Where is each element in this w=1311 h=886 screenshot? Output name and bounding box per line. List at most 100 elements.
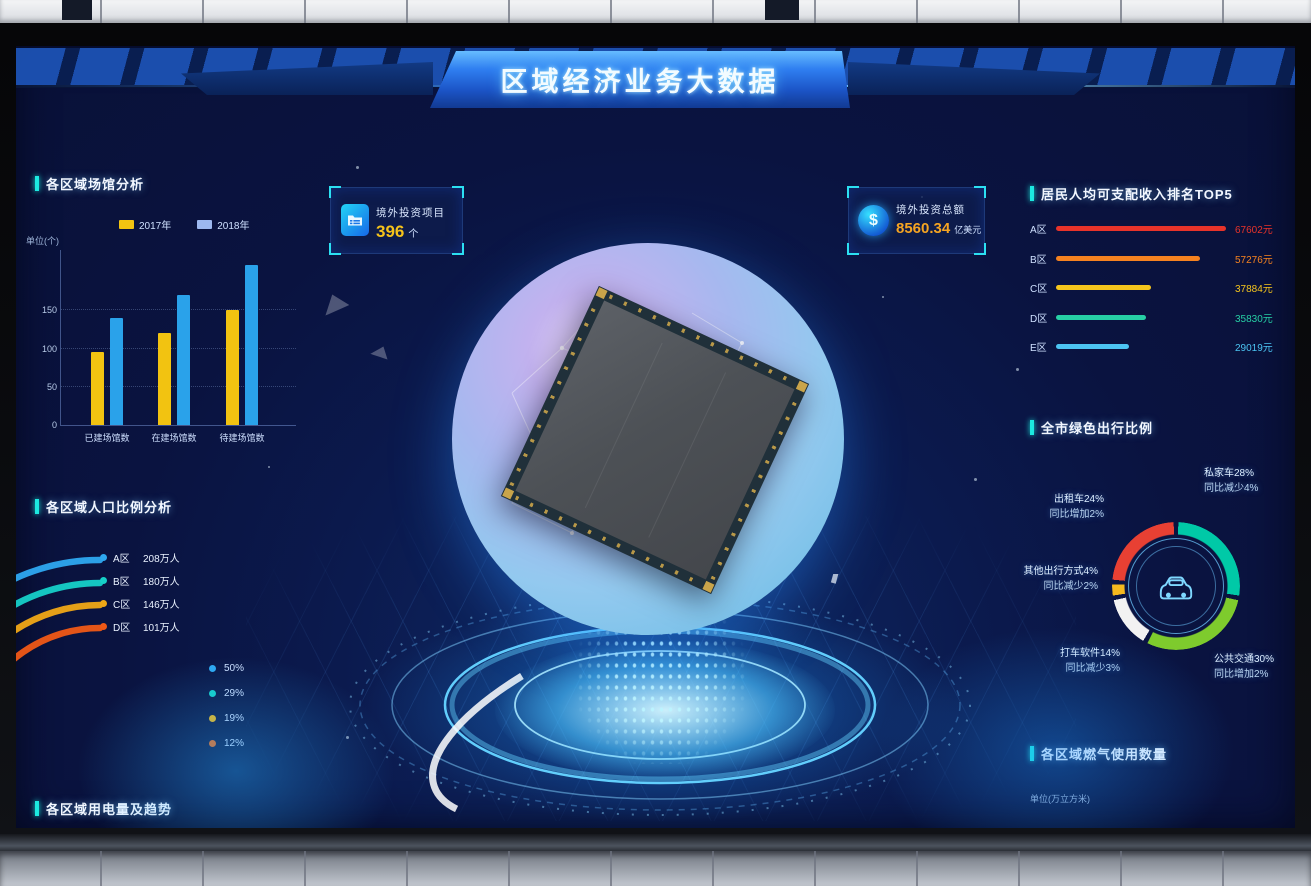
section-marker — [1030, 746, 1034, 761]
bar-2017年 — [158, 333, 171, 425]
section-income-header: 居民人均可支配收入排名TOP5 — [1030, 184, 1233, 203]
segment-yoy: 同比减少3% — [1024, 661, 1120, 676]
income-row: E区 29019元 — [1030, 332, 1292, 362]
green-travel-donut — [1112, 522, 1240, 650]
section-title: 全市绿色出行比例 — [1041, 421, 1154, 436]
bar-track — [1056, 285, 1228, 291]
color-dot — [100, 553, 107, 561]
card-value-number: 8560.34 — [896, 220, 951, 237]
population-row: D区 101万人 — [100, 619, 180, 634]
bracket-corner — [974, 243, 986, 255]
section-title: 各区域场馆分析 — [46, 177, 145, 192]
dashboard-screen: 区域经济业务大数据 各区域场馆分析 2017年 2018年 单位(个) 0 50 1… — [16, 46, 1295, 828]
wall-fixture-left — [62, 0, 92, 20]
segment-label: 出租车24% — [1053, 494, 1104, 505]
section-title: 各区域人口比例分析 — [46, 500, 173, 515]
y-axis-tick: 50 — [46, 381, 57, 392]
page-title: 区域经济业务大数据 — [500, 67, 780, 97]
income-value: 37884元 — [1235, 284, 1273, 296]
card-label: 境外投资项目 — [376, 207, 445, 219]
donut-label-public-transit: 公共交通30% 同比增加2% — [1214, 652, 1295, 682]
venues-unit-label: 单位(个) — [26, 236, 59, 246]
section-marker — [35, 801, 39, 816]
bg-dot — [882, 296, 884, 298]
population-rows: A区 208万人 B区 180万人 C区 146万人 D区 101万人 — [100, 550, 180, 642]
population-value: 101万人 — [143, 622, 180, 634]
card-label: 境外投资总额 — [896, 204, 965, 216]
donut-label-taxi: 出租车24% 同比增加2% — [1016, 492, 1104, 522]
legend-item-2018: 2018年 — [197, 217, 250, 232]
bar-group — [226, 265, 258, 425]
population-legend: 50% 29% 19% 12% — [209, 662, 244, 762]
income-value: 67602元 — [1235, 225, 1273, 237]
bracket-corner — [974, 186, 986, 198]
legend-label: 19% — [224, 713, 244, 724]
donut-label-other: 其他出行方式4% 同比减少2% — [978, 564, 1098, 594]
bg-dot — [356, 166, 359, 169]
income-bar — [1056, 314, 1146, 320]
bracket-corner — [847, 186, 859, 198]
x-axis-label: 在建场馆数 — [151, 433, 197, 443]
y-axis-tick: 100 — [41, 343, 57, 354]
legend-item: 19% — [209, 712, 244, 724]
bar-2017年 — [91, 352, 104, 425]
income-row: A区 67602元 — [1030, 214, 1292, 244]
section-title: 居民人均可支配收入排名TOP5 — [1041, 187, 1233, 202]
bar-2017年 — [226, 310, 239, 425]
banner: 区域经济业务大数据 — [430, 51, 850, 108]
donut-label-private-car: 私家车28% 同比减少4% — [1204, 466, 1295, 496]
chip-seam — [584, 342, 663, 509]
legend-label: 50% — [224, 663, 244, 674]
card-overseas-investment: $ 境外投资总额 8560.34 亿美元 — [847, 186, 986, 255]
glow-bottom-left — [76, 656, 396, 828]
bracket-corner — [452, 243, 464, 255]
income-row: B区 57276元 — [1030, 244, 1292, 274]
bracket-corner — [847, 243, 859, 255]
bg-dot — [268, 466, 270, 468]
zone-label: D区 — [113, 622, 131, 634]
paper-plane-decor — [370, 343, 391, 361]
card-value-unit: 个 — [408, 229, 419, 240]
card-value: 8560.34 亿美元 — [896, 220, 981, 237]
bar-track — [1056, 344, 1228, 350]
segment-yoy: 同比减少4% — [1204, 483, 1259, 494]
section-population-header: 各区域人口比例分析 — [35, 497, 172, 516]
section-marker — [1030, 420, 1034, 435]
donut-inner-ring — [1136, 546, 1216, 626]
income-row: D区 35830元 — [1030, 303, 1292, 333]
zone-label: E区 — [1030, 343, 1047, 355]
section-electricity-header: 各区域用电量及趋势 — [35, 799, 172, 818]
bg-dot — [346, 736, 349, 739]
color-dot — [100, 622, 107, 630]
income-value: 57276元 — [1235, 254, 1273, 266]
population-row: C区 146万人 — [100, 596, 180, 611]
wall-tile-seams — [0, 851, 1311, 886]
segment-label: 其他出行方式4% — [978, 564, 1098, 579]
income-row: C区 37884元 — [1030, 273, 1292, 303]
color-dot — [209, 739, 216, 747]
income-top5-chart: A区 67602元 B区 57276元 C区 37884元 D区 35830元 E区 29019元 — [1030, 214, 1292, 362]
zone-label: B区 — [1030, 254, 1047, 266]
bg-dot — [1016, 368, 1019, 371]
car-icon — [1159, 576, 1193, 600]
x-axis-label: 待建场馆数 — [219, 433, 265, 443]
gas-unit-label: 单位(万立方米) — [1030, 792, 1090, 805]
bar-group — [158, 295, 190, 425]
glow-bottom-right — [876, 626, 1236, 828]
y-axis-tick: 0 — [51, 420, 57, 430]
wall-fixture-right — [765, 0, 799, 20]
zone-label: A区 — [1030, 225, 1047, 237]
income-value: 29019元 — [1235, 343, 1273, 355]
chip-seam — [648, 372, 727, 538]
zone-label: D区 — [1030, 313, 1048, 325]
wall-bottom — [0, 851, 1311, 886]
color-dot — [100, 576, 107, 584]
income-bar — [1056, 344, 1129, 350]
card-value: 396 个 — [376, 222, 418, 242]
section-green-travel-header: 全市绿色出行比例 — [1030, 418, 1153, 437]
bracket-corner — [329, 243, 341, 255]
segment-yoy: 同比增加2% — [1214, 669, 1269, 680]
zone-label: C区 — [1030, 284, 1048, 296]
legend-swatch — [119, 220, 134, 229]
